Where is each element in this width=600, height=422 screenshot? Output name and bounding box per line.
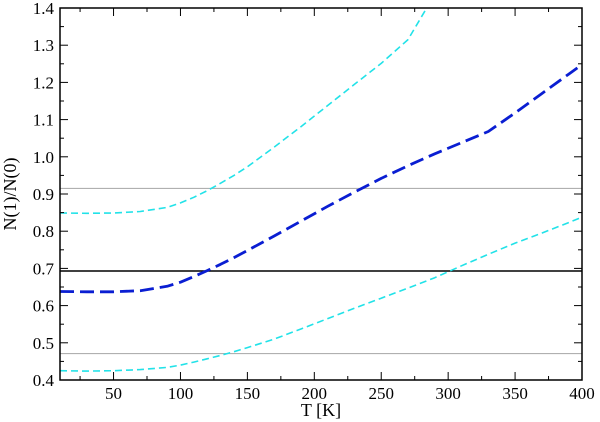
y-tick-label: 1.0 (33, 148, 54, 167)
y-tick-label: 0.5 (33, 334, 54, 353)
series-line-2 (60, 216, 582, 372)
y-tick-label: 1.2 (33, 73, 54, 92)
x-tick-label: 150 (235, 384, 261, 403)
y-tick-label: 1.1 (33, 111, 54, 130)
series-line-0 (60, 63, 582, 294)
x-tick-label: 350 (502, 384, 528, 403)
y-tick-label: 1.3 (33, 36, 54, 55)
x-tick-label: 400 (569, 384, 595, 403)
x-tick-label: 100 (168, 384, 194, 403)
y-tick-label: 0.6 (33, 297, 54, 316)
x-axis-label: T [K] (301, 400, 341, 420)
x-tick-label: 50 (105, 384, 122, 403)
y-tick-label: 0.9 (33, 185, 54, 204)
y-tick-label: 1.4 (33, 0, 55, 18)
x-tick-label: 200 (302, 384, 328, 403)
y-tick-label: 0.7 (33, 259, 55, 278)
series-line-1 (60, 8, 428, 215)
plot-frame (59, 7, 583, 381)
x-tick-label: 250 (368, 384, 394, 403)
y-axis-label: N(1)/N(0) (0, 158, 21, 231)
y-tick-label: 0.8 (33, 222, 54, 241)
y-tick-label: 0.4 (33, 371, 55, 390)
ticks-group (60, 7, 583, 381)
labels-group: 50 100 150 200 250 300 350 400 0.4 0.5 0.6 0.7 0.8 0.… (33, 0, 595, 403)
x-tick-label: 300 (435, 384, 461, 403)
